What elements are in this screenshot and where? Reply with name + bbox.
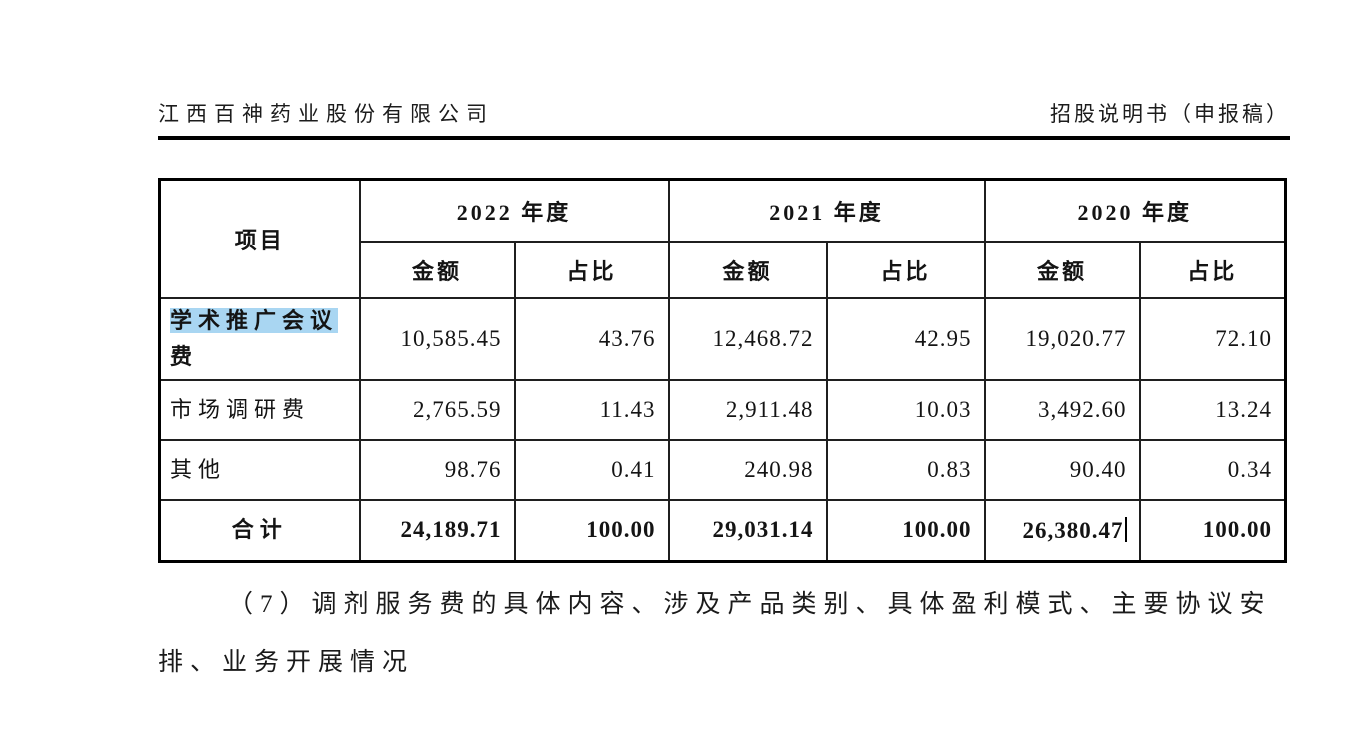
table-row-other: 其他 98.76 0.41 240.98 0.83 90.40 0.34 xyxy=(158,438,1287,501)
table-header-sub-row: 金额 占比 金额 占比 金额 占比 xyxy=(160,240,1287,299)
cell-ratio-2022: 100.00 xyxy=(513,498,670,563)
table-header-project: 项目 xyxy=(158,178,361,299)
cell-amount-2020: 90.40 xyxy=(983,438,1141,501)
cell-amount-2021: 240.98 xyxy=(667,438,828,501)
table-header-ratio-2022: 占比 xyxy=(513,240,670,299)
cell-ratio-2020: 13.24 xyxy=(1138,378,1287,441)
table-header-year-2021: 2021 年度 xyxy=(667,178,986,243)
table-row-total: 合计 24,189.71 100.00 29,031.14 100.00 26,… xyxy=(158,498,1287,563)
company-name: 江西百神药业股份有限公司 xyxy=(158,102,494,126)
running-header: 江西百神药业股份有限公司 招股说明书（申报稿） xyxy=(158,98,1290,128)
cell-amount-2021: 29,031.14 xyxy=(667,498,828,563)
cell-amount-2022: 98.76 xyxy=(358,438,516,501)
table-header-year-2020: 2020 年度 xyxy=(983,178,1287,243)
table-header-amount-2022: 金额 xyxy=(358,240,516,299)
cell-ratio-2022: 0.41 xyxy=(513,438,670,501)
table-row-market-research: 市场调研费 2,765.59 11.43 2,911.48 10.03 3,49… xyxy=(158,378,1287,441)
row-label-academic-promotion[interactable]: 学术推广会议费 xyxy=(158,296,361,381)
cell-ratio-2021: 42.95 xyxy=(825,296,986,381)
cell-ratio-2021: 0.83 xyxy=(825,438,986,501)
cell-amount-2021: 2,911.48 xyxy=(667,378,828,441)
doc-type-label: 招股说明书（申报稿） xyxy=(1050,102,1290,126)
cell-amount-2020[interactable]: 26,380.47 xyxy=(983,498,1141,563)
cell-ratio-2020: 0.34 xyxy=(1138,438,1287,501)
table-row-academic-promotion: 学术推广会议费 10,585.45 43.76 12,468.72 42.95 … xyxy=(158,296,1287,381)
cell-amount-2022: 24,189.71 xyxy=(358,498,516,563)
table-header-ratio-2020: 占比 xyxy=(1138,240,1287,299)
table-header-amount-2020: 金额 xyxy=(983,240,1141,299)
cell-amount-2020: 19,020.77 xyxy=(983,296,1141,381)
cell-ratio-2022: 43.76 xyxy=(513,296,670,381)
cell-ratio-2021: 100.00 xyxy=(825,498,986,563)
cell-amount-2022: 2,765.59 xyxy=(358,378,516,441)
text-cursor xyxy=(1124,516,1127,542)
row-label-total: 合计 xyxy=(158,498,361,563)
table-header-ratio-2021: 占比 xyxy=(825,240,986,299)
table-header-year-2022: 2022 年度 xyxy=(358,178,670,243)
row-label-market-research: 市场调研费 xyxy=(158,378,361,441)
cell-ratio-2022: 11.43 xyxy=(513,378,670,441)
body-paragraph-line-2: 排、业务开展情况 xyxy=(158,649,415,676)
header-rule xyxy=(158,136,1290,140)
row-label-other: 其他 xyxy=(158,438,361,501)
selected-text[interactable]: 学术推广会议 xyxy=(170,307,339,333)
cell-ratio-2021: 10.03 xyxy=(825,378,986,441)
cell-ratio-2020: 72.10 xyxy=(1138,296,1287,381)
table-header-year-row: 项目 2022 年度 2021 年度 2020 年度 xyxy=(158,178,1287,299)
body-paragraph-line-1: （7）调剂服务费的具体内容、涉及产品类别、具体盈利模式、主要协议安 xyxy=(228,591,1272,618)
cell-amount-2021: 12,468.72 xyxy=(667,296,828,381)
cell-amount-2022: 10,585.45 xyxy=(358,296,516,381)
cell-amount-2020: 3,492.60 xyxy=(983,378,1141,441)
cell-ratio-2020: 100.00 xyxy=(1138,498,1287,563)
expense-table: 项目 2022 年度 2021 年度 2020 年度 金额 占比 金额 占比 金… xyxy=(158,178,1288,563)
table-header-amount-2021: 金额 xyxy=(667,240,828,299)
